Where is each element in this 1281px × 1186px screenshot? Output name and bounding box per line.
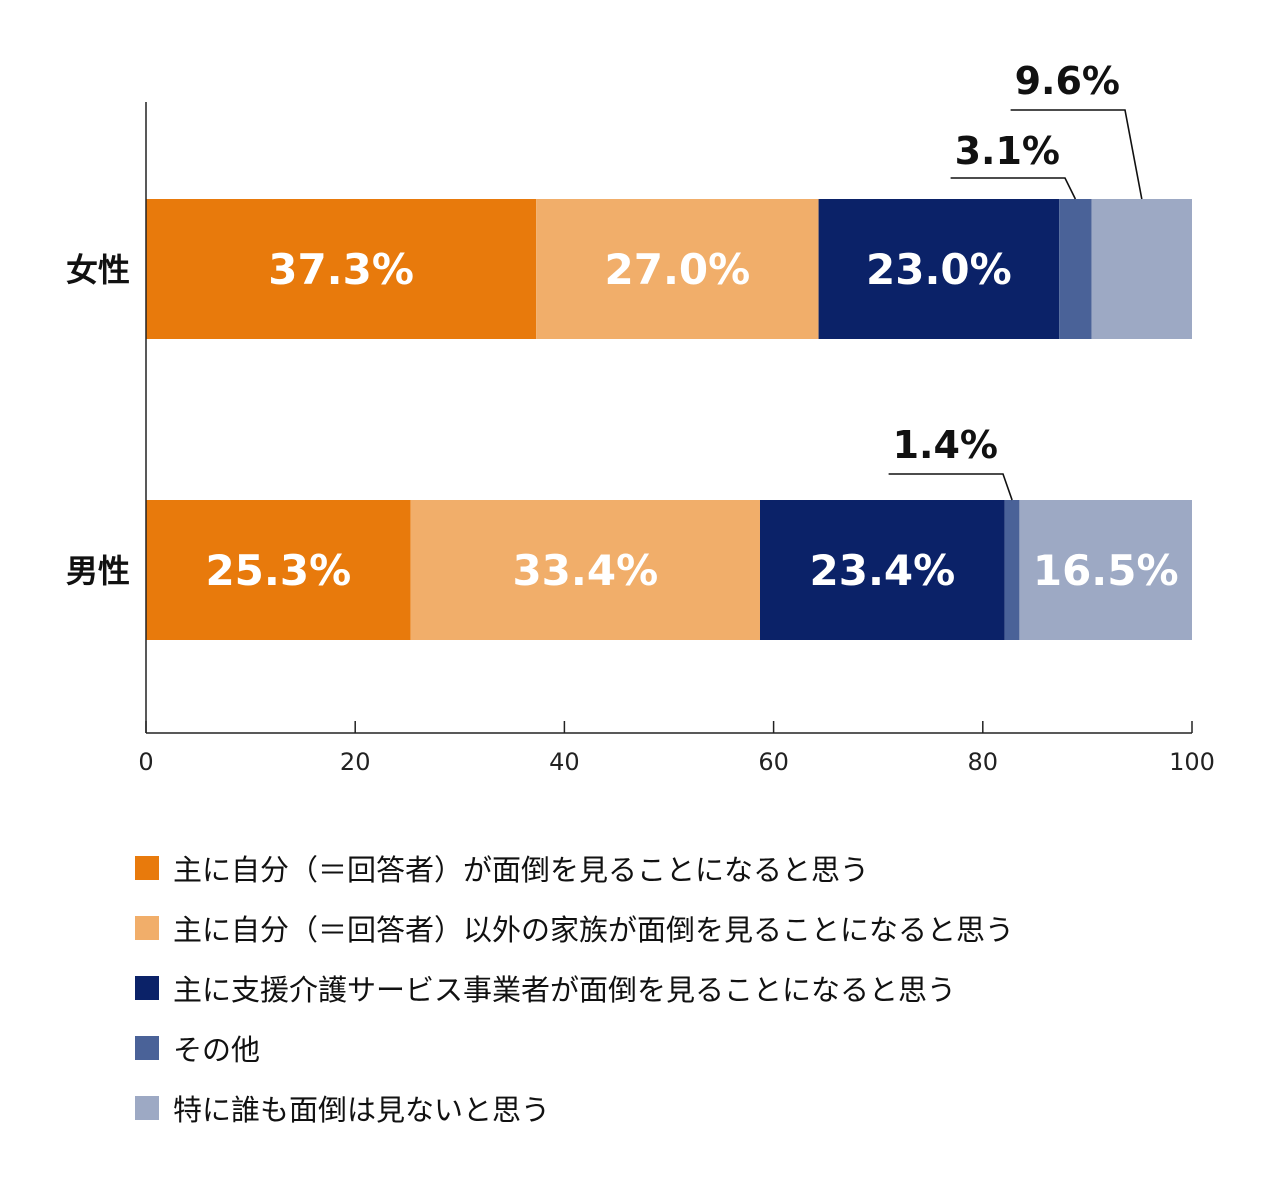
legend-item: その他 [135, 1018, 1255, 1078]
bar-segment [818, 199, 1060, 339]
stacked-bar-chart: 37.3% 27.0% 23.0% 25.3% 33.4% 23.4% 16.5% 3.1%… [66, 59, 1215, 776]
segment-label: 23.4% [810, 546, 956, 595]
x-tick-label: 100 [1169, 748, 1215, 776]
x-tick-label: 20 [340, 748, 371, 776]
callout-leader-line [950, 177, 1077, 200]
bar-segment [760, 500, 1005, 640]
bar-segment [536, 199, 819, 339]
legend: 主に自分（＝回答者）が面倒を見ることになると思う主に自分（＝回答者）以外の家族が… [135, 838, 1255, 1138]
callout-label: 9.6% [1015, 59, 1120, 103]
x-tick-label: 40 [549, 748, 580, 776]
bar-segment [1004, 500, 1020, 640]
segment-label: 16.5% [1033, 546, 1179, 595]
bar-segment [1019, 500, 1192, 640]
segment-label: 33.4% [512, 546, 658, 595]
legend-item: 主に自分（＝回答者）以外の家族が面倒を見ることになると思う [135, 898, 1255, 958]
callouts-layer: 3.1% 9.6% 1.4% [888, 59, 1143, 501]
segment-label: 23.0% [866, 245, 1012, 294]
bar-segment [146, 500, 411, 640]
x-tick-label: 80 [968, 748, 999, 776]
legend-swatch [135, 1096, 159, 1120]
legend-label: その他 [173, 1033, 261, 1067]
callout-label: 3.1% [955, 129, 1060, 173]
category-label: 男性 [66, 552, 130, 590]
legend-swatch [135, 856, 159, 880]
bars-layer: 37.3% 27.0% 23.0% 25.3% 33.4% 23.4% 16.5% [146, 199, 1192, 640]
legend-label: 主に支援介護サービス事業者が面倒を見ることになると思う [173, 973, 957, 1007]
legend-swatch [135, 916, 159, 940]
callout-leader-line [1010, 109, 1143, 200]
callout-label: 1.4% [893, 423, 998, 467]
legend-item: 特に誰も面倒は見ないと思う [135, 1078, 1255, 1138]
bar-segment [1059, 199, 1092, 339]
category-label: 女性 [66, 251, 130, 289]
legend-item: 主に支援介護サービス事業者が面倒を見ることになると思う [135, 958, 1255, 1018]
legend-label: 特に誰も面倒は見ないと思う [173, 1093, 551, 1127]
bar-segment [410, 500, 761, 640]
segment-label: 27.0% [605, 245, 751, 294]
bar-segment [1091, 199, 1192, 339]
x-tick-label: 60 [758, 748, 789, 776]
x-tick-label: 0 [138, 748, 153, 776]
legend-label: 主に自分（＝回答者）以外の家族が面倒を見ることになると思う [173, 913, 1015, 947]
legend-label: 主に自分（＝回答者）が面倒を見ることになると思う [173, 853, 870, 887]
segment-label: 37.3% [268, 245, 414, 294]
legend-swatch [135, 1036, 159, 1060]
legend-swatch [135, 976, 159, 1000]
bar-segment [146, 199, 537, 339]
segment-label: 25.3% [205, 546, 351, 595]
callout-leader-line [888, 473, 1013, 501]
legend-item: 主に自分（＝回答者）が面倒を見ることになると思う [135, 838, 1255, 898]
